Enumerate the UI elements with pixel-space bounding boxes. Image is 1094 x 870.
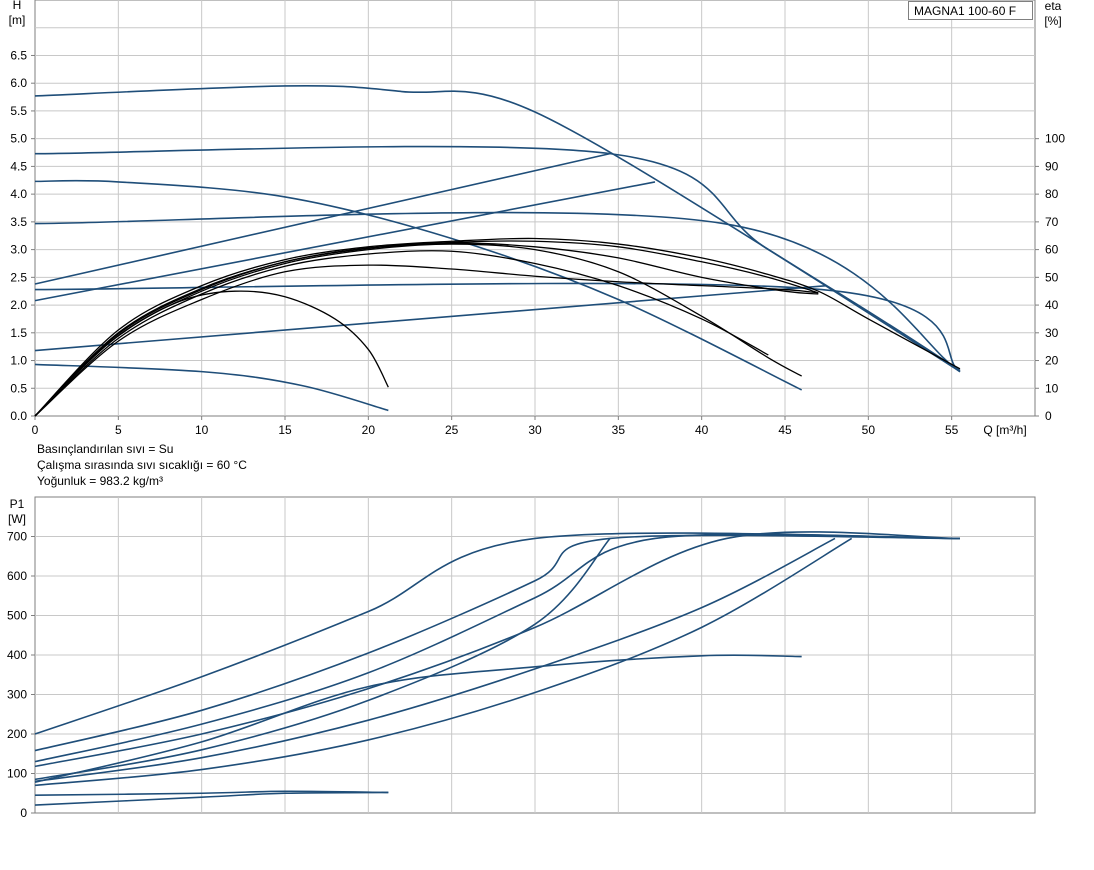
head-chart-y2-tick-label: 20	[1045, 354, 1059, 368]
model-label: MAGNA1 100-60 F	[908, 1, 1033, 20]
head-chart-series-13	[34, 250, 769, 417]
head-chart-ylabel: H	[13, 0, 22, 12]
head-chart-series-9	[34, 237, 961, 417]
head-chart-series-6	[34, 152, 611, 285]
head-chart-y2-tick-label: 90	[1045, 159, 1059, 173]
power-chart-series-5	[34, 537, 836, 783]
head-chart-y-tick-label: 4.0	[10, 187, 27, 201]
head-chart-x-tick-label: 0	[32, 423, 39, 437]
power-chart-series-8	[34, 790, 389, 797]
power-chart-ylabel-unit: [W]	[8, 512, 26, 526]
head-chart-x-tick-label: 15	[278, 423, 292, 437]
power-chart-series-4	[34, 537, 611, 781]
power-chart-series-9	[34, 791, 389, 806]
power-chart-y-tick-label: 200	[7, 727, 27, 741]
power-chart-y-tick-label: 100	[7, 767, 27, 781]
head-chart-y-tick-label: 3.5	[10, 215, 27, 229]
head-chart-series-4	[34, 179, 803, 391]
power-chart-series-6	[34, 537, 853, 787]
head-chart-y2-tick-label: 70	[1045, 215, 1059, 229]
power-chart-series-7	[34, 654, 802, 783]
power-chart-y-tick-label: 0	[20, 806, 27, 820]
power-chart-series-3	[34, 531, 961, 768]
power-chart-y-tick-label: 400	[7, 648, 27, 662]
head-chart-x-tick-label: 35	[612, 423, 626, 437]
head-chart-y-tick-label: 1.5	[10, 326, 27, 340]
head-chart-series-15	[34, 290, 389, 417]
head-chart-series-2	[34, 211, 961, 373]
head-chart-y-tick-label: 5.0	[10, 132, 27, 146]
fluid-info: Basınçlandırılan sıvı = Su	[37, 442, 174, 456]
head-chart-y-tick-label: 4.5	[10, 159, 27, 173]
head-chart-y-tick-label: 5.5	[10, 104, 27, 118]
head-chart-y2-tick-label: 50	[1045, 270, 1059, 284]
power-chart-y-tick-label: 700	[7, 530, 27, 544]
head-chart-xlabel: Q [m³/h]	[983, 423, 1026, 437]
head-chart-y-tick-label: 0.0	[10, 409, 27, 423]
head-chart-y2-tick-label: 40	[1045, 298, 1059, 312]
head-chart-x-tick-label: 50	[862, 423, 876, 437]
head-chart-y2-tick-label: 10	[1045, 381, 1059, 395]
head-chart-x-tick-label: 20	[362, 423, 376, 437]
head-chart-series-1	[34, 145, 961, 373]
head-chart-x-tick-label: 25	[445, 423, 459, 437]
head-chart-y-tick-label: 3.0	[10, 243, 27, 257]
head-chart-y-tick-label: 6.5	[10, 48, 27, 62]
head-chart-y2-tick-label: 60	[1045, 243, 1059, 257]
head-chart-y-tick-label: 2.5	[10, 270, 27, 284]
head-chart-x-tick-label: 45	[778, 423, 792, 437]
head-chart-x-tick-label: 40	[695, 423, 709, 437]
density-info: Yoğunluk = 983.2 kg/m³	[37, 474, 163, 488]
power-chart-y-tick-label: 500	[7, 609, 27, 623]
head-chart-series-5	[34, 363, 389, 412]
head-chart-series-3	[34, 282, 961, 373]
temperature-info: Çalışma sırasında sıvı sıcaklığı = 60 °C	[37, 458, 247, 472]
head-chart-y2-tick-label: 100	[1045, 132, 1065, 146]
head-chart-x-tick-label: 5	[115, 423, 122, 437]
head-chart-series-8	[34, 284, 827, 352]
power-chart-y-tick-label: 600	[7, 569, 27, 583]
head-chart-x-tick-label: 10	[195, 423, 209, 437]
head-chart-y2label: eta	[1045, 0, 1062, 13]
power-chart-y-tick-label: 300	[7, 688, 27, 702]
head-chart-x-tick-label: 30	[528, 423, 542, 437]
head-chart-y2label-unit: [%]	[1044, 14, 1061, 28]
head-chart-y2-tick-label: 0	[1045, 409, 1052, 423]
head-chart-x-tick-label: 55	[945, 423, 959, 437]
head-chart-series-14	[34, 264, 819, 417]
power-chart-ylabel: P1	[10, 497, 25, 511]
head-chart-y2-tick-label: 30	[1045, 326, 1059, 340]
head-chart-y-tick-label: 0.5	[10, 381, 27, 395]
power-chart-series-2	[34, 533, 961, 763]
head-chart-series-7	[34, 181, 656, 302]
head-chart-y-tick-label: 1.0	[10, 354, 27, 368]
head-chart-y-tick-label: 2.0	[10, 298, 27, 312]
head-chart-y-tick-label: 6.0	[10, 76, 27, 90]
head-chart-series-11	[34, 242, 819, 417]
head-chart-ylabel-unit: [m]	[9, 13, 26, 27]
head-chart-y2-tick-label: 80	[1045, 187, 1059, 201]
